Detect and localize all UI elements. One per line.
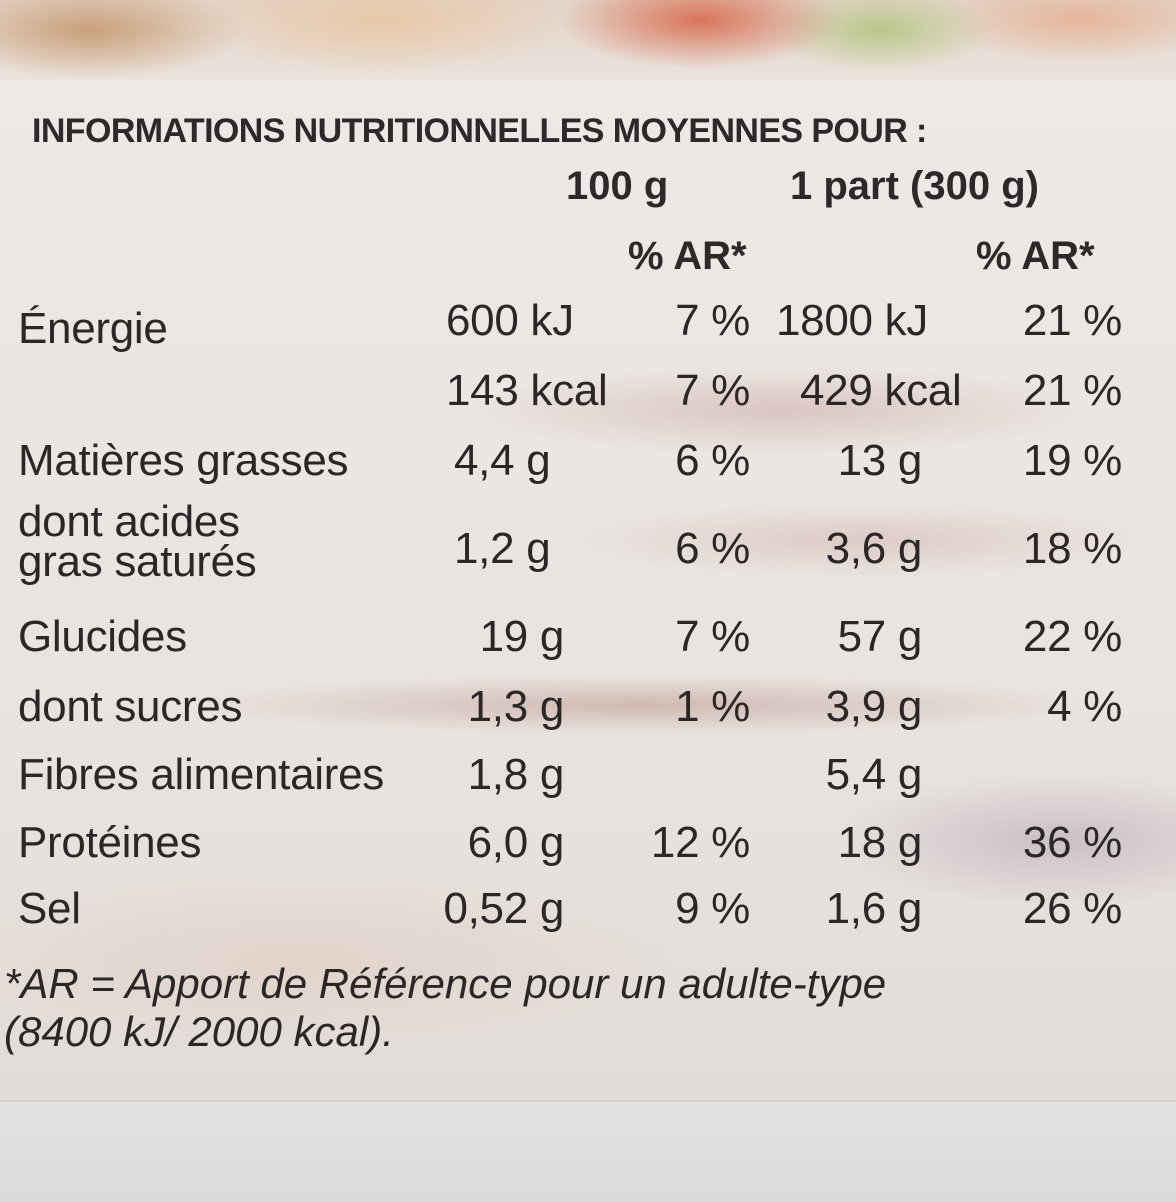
package-edge bbox=[0, 1100, 1176, 1202]
saturated-ar-100g: 6 % bbox=[675, 524, 750, 573]
column-header-100g: 100 g bbox=[566, 164, 669, 208]
sugars-ar-portion: 4 % bbox=[1047, 682, 1122, 731]
reference-intake-footnote: *AR = Apport de Référence pour un adulte… bbox=[4, 960, 886, 1056]
row-label-carbohydrates: Glucides bbox=[18, 612, 187, 661]
saturated-label-line1: dont acides bbox=[18, 497, 240, 546]
energy-kj-portion: 1800 kJ bbox=[776, 296, 929, 345]
protein-100g: 6,0 g bbox=[467, 818, 565, 867]
column-header-ar-portion: % AR* bbox=[976, 234, 1095, 278]
carbs-100g: 19 g bbox=[479, 612, 565, 661]
fibre-portion: 5,4 g bbox=[825, 750, 923, 799]
carbs-portion: 57 g bbox=[837, 612, 923, 661]
row-label-fat: Matières grasses bbox=[18, 436, 349, 485]
saturated-portion: 3,6 g bbox=[825, 524, 923, 573]
footnote-line1: *AR = Apport de Référence pour un adulte… bbox=[4, 960, 887, 1007]
salt-100g: 0,52 g bbox=[443, 884, 564, 933]
row-label-energy: Énergie bbox=[18, 304, 168, 353]
row-label-sugars: dont sucres bbox=[18, 682, 243, 731]
energy-kj-ar-100g: 7 % bbox=[675, 296, 750, 345]
fibre-100g: 1,8 g bbox=[467, 750, 565, 799]
carbs-ar-portion: 22 % bbox=[1022, 612, 1122, 661]
energy-kcal-portion: 429 kcal bbox=[800, 366, 962, 415]
fat-ar-100g: 6 % bbox=[675, 436, 750, 485]
carbs-ar-100g: 7 % bbox=[675, 612, 750, 661]
saturated-ar-portion: 18 % bbox=[1022, 524, 1122, 573]
column-header-portion: 1 part (300 g) bbox=[790, 164, 1039, 208]
protein-ar-100g: 12 % bbox=[650, 818, 750, 867]
fat-ar-portion: 19 % bbox=[1022, 436, 1122, 485]
salt-ar-100g: 9 % bbox=[675, 884, 750, 933]
nutrition-header: INFORMATIONS NUTRITIONNELLES MOYENNES PO… bbox=[32, 112, 927, 150]
saturated-label-line2: gras saturés bbox=[18, 537, 257, 586]
footnote-line2: (8400 kJ/ 2000 kcal). bbox=[4, 1008, 394, 1055]
row-label-saturated-fat: dont acides gras saturés bbox=[18, 497, 257, 586]
saturated-100g: 1,2 g bbox=[454, 524, 551, 573]
row-label-fibre: Fibres alimentaires bbox=[18, 750, 384, 799]
fat-100g: 4,4 g bbox=[454, 436, 551, 485]
energy-kcal-ar-100g: 7 % bbox=[675, 366, 750, 415]
energy-kj-100g: 600 kJ bbox=[446, 296, 574, 345]
sugars-ar-100g: 1 % bbox=[675, 682, 750, 731]
fat-portion: 13 g bbox=[837, 436, 923, 485]
column-header-ar-100g: % AR* bbox=[628, 234, 747, 278]
energy-kcal-100g: 143 kcal bbox=[446, 366, 608, 415]
salt-portion: 1,6 g bbox=[825, 884, 923, 933]
salt-ar-portion: 26 % bbox=[1022, 884, 1122, 933]
sugars-100g: 1,3 g bbox=[467, 682, 565, 731]
label-panel bbox=[0, 80, 1176, 1200]
protein-ar-portion: 36 % bbox=[1022, 818, 1122, 867]
row-label-protein: Protéines bbox=[18, 818, 202, 867]
energy-kcal-ar-portion: 21 % bbox=[1022, 366, 1122, 415]
energy-kj-ar-portion: 21 % bbox=[1022, 296, 1122, 345]
sugars-portion: 3,9 g bbox=[825, 682, 923, 731]
row-label-salt: Sel bbox=[18, 884, 81, 933]
protein-portion: 18 g bbox=[837, 818, 923, 867]
